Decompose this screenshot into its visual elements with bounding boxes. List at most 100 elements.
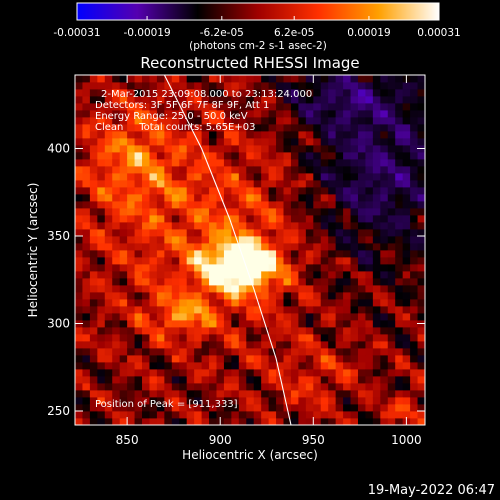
- heatmap-cell: [253, 222, 262, 230]
- heatmap-cell: [201, 159, 210, 167]
- heatmap-cell: [283, 327, 292, 335]
- heatmap-cell: [142, 376, 150, 384]
- heatmap-cell: [365, 390, 374, 398]
- heatmap-cell: [298, 271, 307, 279]
- heatmap-cell: [209, 124, 217, 132]
- heatmap-cell: [216, 229, 225, 237]
- heatmap-cell: [223, 159, 232, 167]
- heatmap-cell: [201, 201, 210, 209]
- heatmap-cell: [253, 243, 262, 251]
- heatmap-cell: [112, 390, 121, 398]
- heatmap-cell: [268, 285, 277, 293]
- heatmap-cell: [276, 285, 284, 293]
- heatmap-cell: [365, 348, 374, 356]
- heatmap-cell: [97, 180, 106, 188]
- heatmap-cell: [328, 131, 337, 139]
- y-tick-label: 300: [47, 317, 70, 331]
- heatmap-cell: [97, 138, 106, 146]
- heatmap-cell: [112, 355, 121, 363]
- heatmap-cell: [209, 82, 217, 90]
- heatmap-cell: [209, 334, 217, 342]
- heatmap-cell: [357, 250, 366, 258]
- heatmap-cell: [164, 131, 173, 139]
- heatmap-cell: [97, 369, 106, 377]
- heatmap-cell: [261, 404, 270, 412]
- heatmap-cell: [328, 96, 337, 104]
- heatmap-cell: [268, 369, 277, 377]
- heatmap-cell: [357, 383, 366, 391]
- heatmap-cell: [350, 173, 359, 181]
- heatmap-cell: [313, 229, 322, 237]
- heatmap-cell: [104, 166, 113, 174]
- heatmap-cell: [261, 327, 270, 335]
- heatmap-cell: [223, 313, 232, 321]
- heatmap-cell: [276, 390, 284, 398]
- heatmap-cell: [402, 257, 411, 265]
- heatmap-cell: [223, 369, 232, 377]
- heatmap-cell: [290, 215, 299, 223]
- heatmap-cell: [387, 103, 396, 111]
- heatmap-cell: [164, 418, 173, 425]
- heatmap-cell: [194, 96, 202, 104]
- heatmap-cell: [238, 229, 247, 237]
- heatmap-cell: [179, 362, 188, 370]
- heatmap-cell: [223, 145, 232, 153]
- heatmap-cell: [290, 306, 299, 314]
- heatmap-cell: [417, 222, 425, 230]
- heatmap-cell: [410, 341, 418, 349]
- heatmap-cell: [82, 180, 91, 188]
- heatmap-cell: [164, 173, 173, 181]
- heatmap-cell: [395, 418, 404, 425]
- heatmap-cell: [223, 320, 232, 328]
- heatmap-cell: [417, 208, 425, 216]
- heatmap-cell: [253, 334, 262, 342]
- heatmap-cell: [104, 187, 113, 195]
- heatmap-cell: [112, 215, 121, 223]
- heatmap-cell: [171, 145, 180, 153]
- heatmap-cell: [112, 201, 121, 209]
- heatmap-cell: [350, 313, 359, 321]
- heatmap-cell: [335, 96, 344, 104]
- heatmap-cell: [171, 278, 180, 286]
- heatmap-cell: [201, 355, 210, 363]
- heatmap-cell: [119, 180, 128, 188]
- heatmap-cell: [238, 320, 247, 328]
- heatmap-cell: [142, 348, 150, 356]
- heatmap-cell: [402, 82, 411, 90]
- heatmap-cell: [402, 271, 411, 279]
- heatmap-cell: [127, 152, 135, 160]
- heatmap-cell: [142, 201, 150, 209]
- heatmap-cell: [380, 250, 389, 258]
- heatmap-cell: [231, 96, 240, 104]
- heatmap-cell: [261, 194, 270, 202]
- heatmap-cell: [164, 327, 173, 335]
- heatmap-cell: [194, 383, 202, 391]
- heatmap-cell: [387, 250, 396, 258]
- heatmap-cell: [380, 110, 389, 118]
- heatmap-cell: [194, 243, 202, 251]
- heatmap-cell: [171, 383, 180, 391]
- heatmap-cell: [149, 348, 158, 356]
- heatmap-cell: [223, 124, 232, 132]
- heatmap-cell: [186, 222, 195, 230]
- heatmap-cell: [328, 180, 337, 188]
- heatmap-cell: [231, 110, 240, 118]
- heatmap-cell: [104, 250, 113, 258]
- heatmap-cell: [89, 243, 98, 251]
- heatmap-cell: [179, 369, 188, 377]
- heatmap-cell: [82, 278, 91, 286]
- heatmap-cell: [238, 103, 247, 111]
- heatmap-cell: [82, 201, 91, 209]
- heatmap-cell: [89, 341, 98, 349]
- heatmap-cell: [387, 173, 396, 181]
- heatmap-cell: [223, 376, 232, 384]
- heatmap-cell: [216, 306, 225, 314]
- heatmap-cell: [276, 229, 284, 237]
- heatmap-cell: [149, 411, 158, 419]
- heatmap-cell: [395, 110, 404, 118]
- heatmap-cell: [156, 376, 165, 384]
- heatmap-cell: [156, 411, 165, 419]
- heatmap-cell: [276, 404, 284, 412]
- heatmap-cell: [395, 292, 404, 300]
- heatmap-cell: [89, 418, 98, 425]
